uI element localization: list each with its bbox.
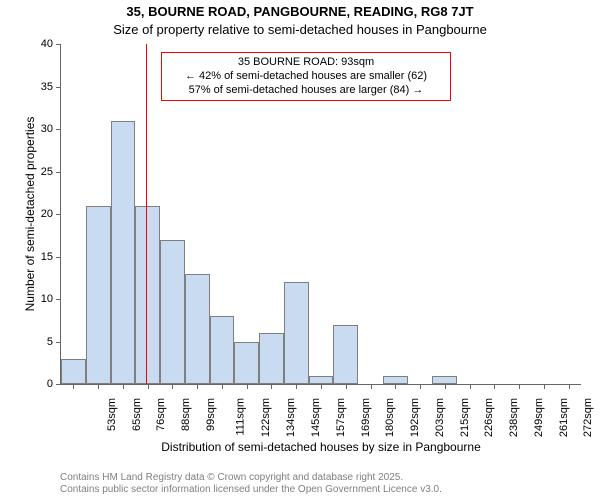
bar [383, 376, 408, 385]
bar [309, 376, 334, 385]
x-tick-label: 226sqm [483, 398, 495, 437]
x-axis-label: Distribution of semi-detached houses by … [61, 440, 581, 454]
x-tick-label: 169sqm [360, 398, 372, 437]
footer-line2: Contains public sector information licen… [60, 484, 442, 496]
y-tick-label: 15 [41, 251, 61, 263]
footer-attribution: Contains HM Land Registry data © Crown c… [60, 472, 442, 496]
x-tick-mark [494, 384, 495, 389]
bar [210, 316, 235, 384]
x-tick-label: 238sqm [508, 398, 520, 437]
chart-title-line2: Size of property relative to semi-detach… [0, 22, 600, 37]
x-tick-label: 249sqm [533, 398, 545, 437]
x-tick-mark [519, 384, 520, 389]
y-tick-label: 10 [41, 293, 61, 305]
x-tick-mark [73, 384, 74, 389]
x-tick-label: 53sqm [106, 398, 118, 431]
x-tick-label: 88sqm [180, 398, 192, 431]
x-tick-label: 180sqm [384, 398, 396, 437]
bar [61, 359, 86, 385]
bar [111, 121, 136, 385]
x-tick-mark [247, 384, 248, 389]
x-tick-label: 215sqm [459, 398, 471, 437]
x-tick-mark [123, 384, 124, 389]
x-tick-mark [148, 384, 149, 389]
y-axis-label: Number of semi-detached properties [23, 44, 37, 384]
x-tick-mark [544, 384, 545, 389]
x-tick-label: 76sqm [155, 398, 167, 431]
x-tick-mark [98, 384, 99, 389]
annotation-line1: 35 BOURNE ROAD: 93sqm [168, 56, 444, 70]
x-tick-label: 99sqm [205, 398, 217, 431]
x-tick-label: 65sqm [131, 398, 143, 431]
x-tick-mark [172, 384, 173, 389]
x-tick-mark [470, 384, 471, 389]
x-tick-mark [222, 384, 223, 389]
x-tick-label: 272sqm [582, 398, 594, 437]
y-tick-label: 30 [41, 123, 61, 135]
x-tick-mark [395, 384, 396, 389]
x-tick-mark [569, 384, 570, 389]
y-tick-label: 20 [41, 208, 61, 220]
x-tick-label: 261sqm [558, 398, 570, 437]
bar [86, 206, 111, 385]
bar [333, 325, 358, 385]
bar [135, 206, 160, 385]
x-tick-label: 111sqm [234, 398, 246, 436]
footer-line1: Contains HM Land Registry data © Crown c… [60, 472, 442, 484]
y-tick-label: 40 [41, 38, 61, 50]
x-tick-mark [420, 384, 421, 389]
x-tick-label: 203sqm [434, 398, 446, 437]
reference-line [146, 44, 147, 384]
bar [432, 376, 457, 385]
x-tick-mark [271, 384, 272, 389]
bar [160, 240, 185, 385]
x-tick-label: 192sqm [409, 398, 421, 437]
x-tick-label: 122sqm [261, 398, 273, 437]
bar [259, 333, 284, 384]
chart-title-line1: 35, BOURNE ROAD, PANGBOURNE, READING, RG… [0, 4, 600, 19]
x-tick-mark [346, 384, 347, 389]
x-tick-mark [321, 384, 322, 389]
bar [234, 342, 259, 385]
y-tick-label: 25 [41, 166, 61, 178]
annotation-line3: 57% of semi-detached houses are larger (… [168, 84, 444, 98]
x-tick-mark [445, 384, 446, 389]
bar [284, 282, 309, 384]
chart-root: { "title_line1": "35, BOURNE ROAD, PANGB… [0, 0, 600, 500]
y-tick-label: 5 [47, 336, 61, 348]
x-tick-label: 145sqm [310, 398, 322, 437]
y-tick-label: 0 [47, 378, 61, 390]
bar [185, 274, 210, 385]
x-tick-label: 157sqm [335, 398, 347, 437]
y-tick-label: 35 [41, 81, 61, 93]
x-tick-mark [197, 384, 198, 389]
x-tick-label: 134sqm [285, 398, 297, 437]
x-tick-mark [296, 384, 297, 389]
annotation-box: 35 BOURNE ROAD: 93sqm ← 42% of semi-deta… [161, 52, 451, 101]
plot-area: Number of semi-detached properties 05101… [60, 44, 581, 385]
annotation-line2: ← 42% of semi-detached houses are smalle… [168, 70, 444, 84]
x-tick-mark [371, 384, 372, 389]
